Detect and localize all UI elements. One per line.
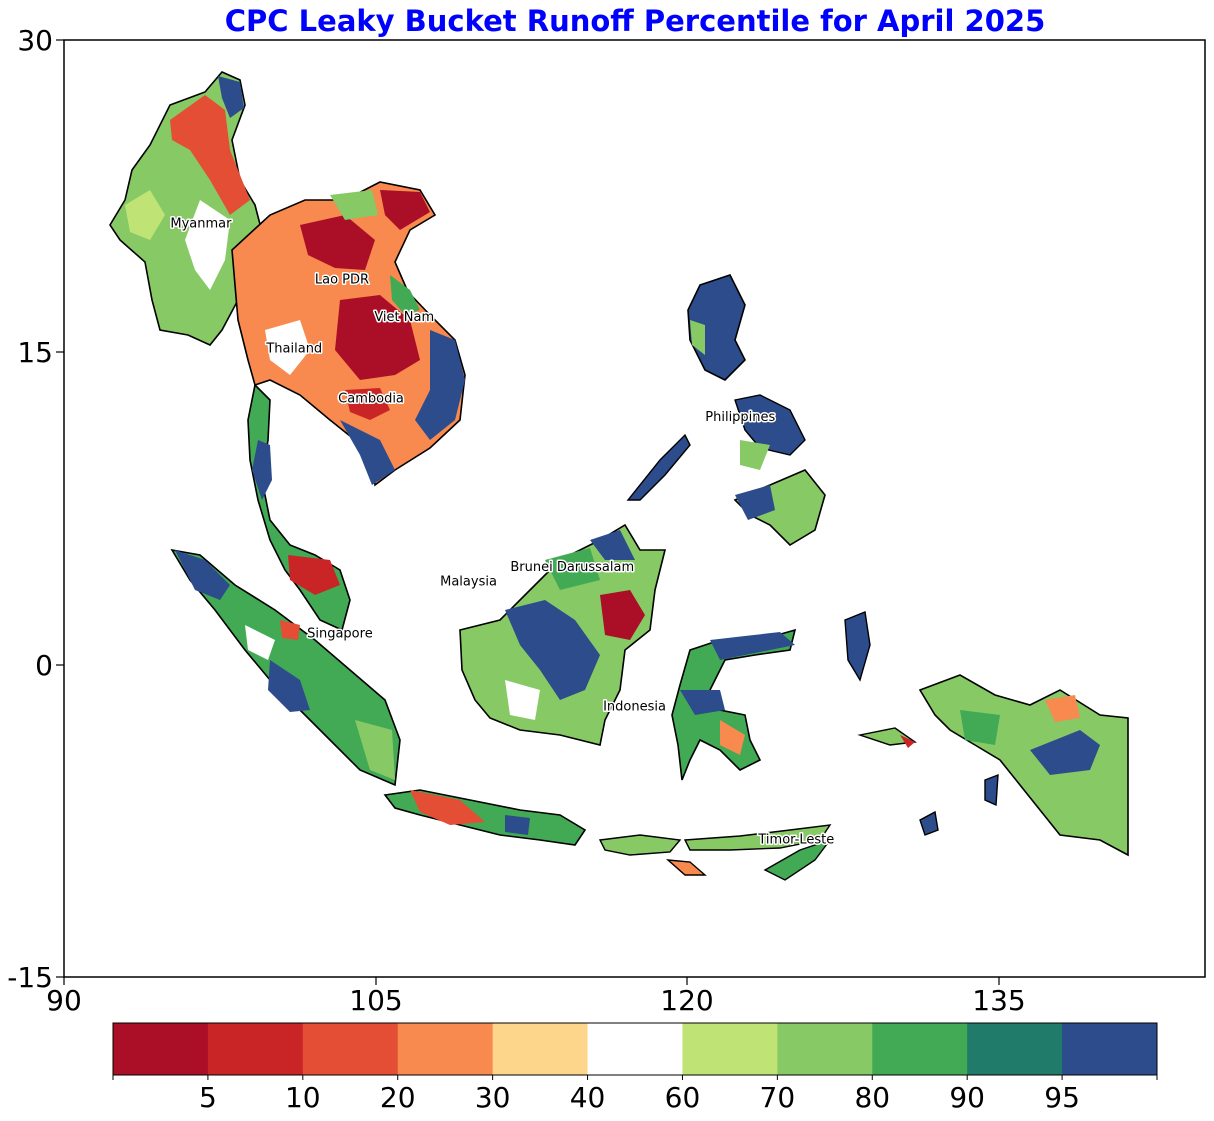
country-label: Indonesia bbox=[603, 699, 666, 714]
colorbar: 5 10 20 30 40 60 70 80 90 95 bbox=[112, 1022, 1158, 1114]
map-title: CPC Leaky Bucket Runoff Percentile for A… bbox=[224, 4, 1046, 38]
colorbar-segment bbox=[113, 1023, 209, 1075]
colorbar-segment bbox=[777, 1023, 873, 1075]
x-tick-label: 120 bbox=[660, 984, 713, 1017]
land-sumatra bbox=[170, 548, 401, 787]
colorbar-segment bbox=[587, 1023, 683, 1075]
y-tick-label: -15 bbox=[7, 961, 53, 994]
country-label: Myanmar bbox=[170, 216, 232, 231]
colorbar-segment bbox=[397, 1023, 494, 1075]
country-label: Brunei Darussalam bbox=[510, 560, 634, 575]
colorbar-segment bbox=[682, 1023, 778, 1075]
x-tick-label: 90 bbox=[46, 984, 82, 1017]
colorbar-segment bbox=[302, 1023, 399, 1075]
country-labels: Myanmar Lao PDR Viet Nam Thailand Cambodia Ph… bbox=[169, 215, 836, 849]
colorbar-tick-label: 80 bbox=[854, 1081, 890, 1114]
land-sulawesi bbox=[671, 628, 797, 781]
country-label: Thailand bbox=[265, 341, 322, 356]
country-label: Timor-Leste bbox=[757, 833, 834, 848]
colorbar-tick-label: 90 bbox=[949, 1081, 985, 1114]
colorbar-tick-label: 30 bbox=[475, 1081, 511, 1114]
runoff-field bbox=[109, 71, 1129, 881]
colorbar-tick-label: 40 bbox=[570, 1081, 606, 1114]
x-tick-label: 105 bbox=[349, 984, 402, 1017]
colorbar-segment bbox=[492, 1023, 589, 1075]
colorbar-tick-label: 95 bbox=[1044, 1081, 1080, 1114]
country-label: Viet Nam bbox=[374, 310, 434, 325]
x-tick-label: 135 bbox=[972, 984, 1025, 1017]
land-luzon bbox=[687, 274, 746, 381]
y-tick-label: 30 bbox=[17, 24, 53, 57]
colorbar-segment bbox=[872, 1023, 968, 1075]
country-label: Philippines bbox=[705, 410, 775, 425]
country-label: Cambodia bbox=[338, 391, 404, 406]
colorbar-tick-label: 60 bbox=[665, 1081, 701, 1114]
colorbar-tick-label: 5 bbox=[199, 1081, 217, 1114]
land-new-guinea bbox=[918, 674, 1129, 857]
colorbar-segment bbox=[1062, 1023, 1158, 1075]
land-mindanao bbox=[733, 469, 826, 547]
colorbar-tick-label: 10 bbox=[285, 1081, 321, 1114]
plot-frame bbox=[63, 39, 1206, 978]
colorbar-frame bbox=[112, 1022, 1158, 1076]
colorbar-segment bbox=[207, 1023, 304, 1075]
y-tick-label: 0 bbox=[35, 649, 53, 682]
country-label: Lao PDR bbox=[315, 273, 369, 288]
colorbar-segment bbox=[967, 1023, 1063, 1075]
colorbar-tick-label: 70 bbox=[760, 1081, 796, 1114]
country-label: Singapore bbox=[307, 627, 373, 642]
country-label: Malaysia bbox=[440, 575, 497, 590]
y-tick-label: 15 bbox=[17, 336, 53, 369]
axis-ticks: 90 105 120 135 30 15 0 -15 bbox=[7, 24, 1025, 1017]
colorbar-tick-label: 20 bbox=[380, 1081, 416, 1114]
